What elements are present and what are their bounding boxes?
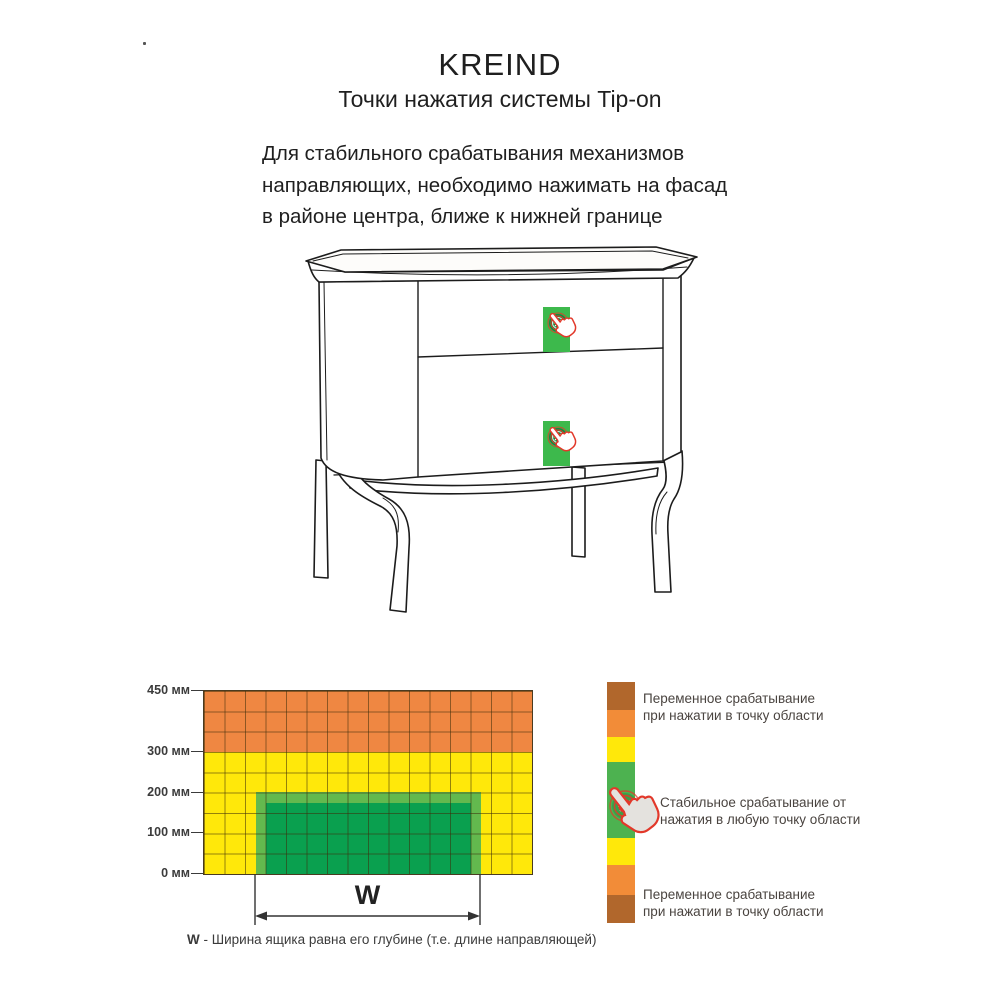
front-right-leg	[651, 450, 684, 593]
legend-item-variable-top: Переменное срабатывание при нажатии в то…	[643, 691, 824, 724]
width-label: W	[354, 880, 381, 910]
intro-line-3: в районе центра, ближе к нижней границе	[262, 205, 663, 228]
press-zone-lower	[543, 421, 577, 466]
front-left-leg	[333, 463, 411, 613]
y-tickline-300	[191, 751, 204, 752]
press-zone-grid	[203, 690, 533, 875]
brand-title: KREIND	[438, 47, 562, 82]
legend-seg-orange-top	[607, 710, 635, 737]
y-tick-300: 300 мм	[147, 744, 190, 758]
drawer-divider	[417, 347, 664, 358]
y-tickline-200	[191, 792, 204, 793]
y-tick-100: 100 мм	[147, 825, 190, 839]
dim-arrowhead-left	[255, 911, 267, 921]
y-tick-450: 450 мм	[147, 683, 190, 697]
left-stile-line	[323, 281, 328, 461]
legend-line: Стабильное срабатывание от	[660, 795, 847, 810]
y-tick-200: 200 мм	[147, 785, 190, 799]
press-hand-icon	[609, 787, 660, 834]
legend-seg-orange-bottom	[607, 865, 635, 895]
legend-press-hand	[609, 787, 660, 834]
cabinet-body	[318, 270, 682, 481]
press-hand-icon	[549, 426, 577, 452]
intro-paragraph: Для стабильного срабатывания механизмов …	[262, 138, 762, 233]
legend-line: при нажатии в точку области	[643, 903, 824, 919]
legend-seg-yellow-top	[607, 737, 635, 762]
legend-item-variable-bottom: Переменное срабатывание при нажатии в то…	[643, 887, 824, 920]
legend-seg-yellow-bottom	[607, 838, 635, 865]
legend-line: Переменное срабатывание	[643, 691, 816, 706]
y-tickline-0	[191, 873, 204, 874]
back-right-leg	[571, 466, 586, 558]
intro-line-1: Для стабильного срабатывания механизмов	[262, 142, 685, 165]
front-left-leg-contour	[382, 497, 399, 533]
y-tickline-450	[191, 690, 204, 691]
chart-caption: W - Ширина ящика равна его глубине (т.е.…	[187, 932, 596, 947]
grid-lines	[204, 691, 532, 874]
legend-seg-brown-top	[607, 682, 635, 710]
press-hand-icon	[549, 312, 577, 338]
y-tick-0: 0 мм	[161, 866, 190, 880]
front-rail	[347, 467, 659, 495]
caption-w: W	[187, 932, 200, 947]
back-left-leg	[313, 459, 329, 579]
tabletop-inner-line	[312, 250, 689, 262]
print-speck	[143, 42, 146, 45]
legend-seg-brown-bottom	[607, 895, 635, 923]
caption-text: - Ширина ящика равна его глубине (т.е. д…	[199, 932, 597, 947]
legend-line: при нажатии в точку области	[643, 707, 824, 723]
front-right-leg-contour	[655, 491, 668, 535]
page-title: Точки нажатия системы Tip-on	[338, 86, 662, 112]
width-dimension	[254, 874, 481, 925]
legend-line: нажатия в любую точку области	[660, 811, 861, 827]
dim-arrowhead-right	[468, 911, 480, 921]
nightstand-drawing	[305, 246, 698, 613]
y-tickline-100	[191, 832, 204, 833]
intro-line-2: направляющих, необходимо нажимать на фас…	[262, 173, 728, 197]
legend-line: Переменное срабатывание	[643, 887, 816, 902]
press-zone-upper	[543, 307, 577, 352]
legend-item-stable: Стабильное срабатывание от нажатия в люб…	[660, 795, 860, 828]
